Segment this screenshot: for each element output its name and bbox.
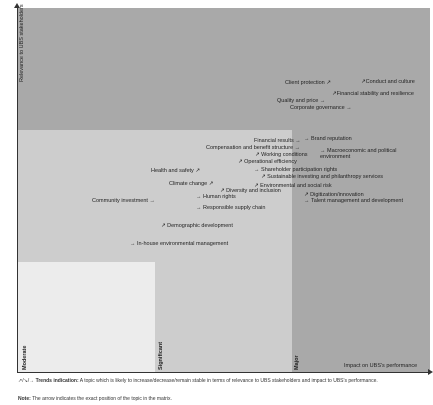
trend-arrow-icon: ↗	[238, 159, 243, 165]
trend-indication-note: ↗/↘/→ Trends indication: A topic which i…	[18, 378, 378, 384]
trend-arrow-icon: ↗	[220, 188, 225, 194]
trend-arrow-icon: ↗	[208, 181, 214, 187]
trend-arrows-icon: ↗/↘/→	[18, 378, 35, 384]
trend-arrow-icon: →	[320, 148, 326, 154]
topic-human-rights: → Human rights	[196, 194, 236, 200]
topic-operational-efficiency: ↗ Operational efficiency	[238, 159, 297, 165]
topic-community-investment: Community investment →	[92, 198, 155, 204]
topic-brand-reputation: → Brand reputation	[304, 136, 352, 142]
trend-arrow-icon: →	[304, 136, 310, 142]
trend-arrow-icon: ↗	[332, 91, 337, 97]
x-axis-title: Impact on UBS's performance	[344, 363, 418, 369]
topic-digitization: ↗ Digitization/innovation	[304, 192, 364, 198]
topic-compensation: Compensation and benefit structure →	[206, 145, 301, 151]
topic-conduct-and-culture: ↗Conduct and culture	[361, 79, 415, 85]
trend-arrow-icon: ↗	[255, 152, 260, 158]
y-axis-title: Relevance to UBS stakeholders	[19, 4, 25, 82]
major-relevance-zone	[18, 8, 430, 130]
trend-arrow-icon: →	[294, 145, 301, 151]
topic-climate-change: Climate change ↗	[169, 181, 214, 187]
trend-arrow-icon: ↗	[261, 174, 266, 180]
topic-demographic-development: ↗ Demographic development	[161, 223, 233, 229]
topic-shareholder-rights: → Shareholder participation rights	[254, 167, 338, 173]
trend-arrow-icon: →	[196, 194, 202, 200]
moderate-zone	[18, 262, 155, 372]
level-major: Major	[294, 355, 300, 370]
x-axis-arrow-icon	[428, 369, 433, 375]
trend-arrow-icon: ↗	[161, 223, 166, 229]
trend-arrow-icon: ↗	[254, 183, 259, 189]
topic-responsible-supply-chain: → Responsible supply chain	[196, 205, 266, 211]
topic-financial-stability: ↗Financial stability and resilience	[332, 91, 414, 97]
topic-talent-management: → Talent management and development	[304, 198, 403, 204]
x-axis	[17, 372, 431, 373]
topic-environmental-social-risk: ↗ Environmental and social risk	[254, 183, 332, 189]
level-significant: Significant	[158, 341, 164, 370]
topic-working-conditions: ↗ Working conditions	[255, 152, 308, 158]
arrow-position-note: Note: The arrow indicates the exact posi…	[18, 396, 172, 402]
trend-arrow-icon: ↗	[361, 79, 366, 85]
trend-arrow-icon: →	[196, 205, 202, 211]
trend-arrow-icon: ↗	[326, 80, 331, 86]
y-axis	[17, 6, 18, 373]
trend-arrow-icon: →	[295, 138, 301, 144]
trend-arrow-icon: →	[254, 167, 260, 173]
topic-diversity-inclusion: ↗ Diversity and inclusion	[220, 188, 281, 194]
trend-arrow-icon: ↗	[195, 168, 200, 174]
trend-arrow-icon: →	[304, 198, 310, 204]
major-impact-zone	[292, 130, 430, 372]
trend-arrow-icon: →	[130, 241, 136, 247]
trend-arrow-icon: ↗	[304, 192, 309, 198]
topic-financial-results: Financial results →	[254, 138, 301, 144]
y-axis-arrow-icon	[14, 3, 20, 8]
topic-in-house-environmental: → In-house environmental management	[130, 241, 229, 247]
topic-quality-and-price: Quality and price →	[277, 98, 326, 104]
trend-arrow-icon: →	[346, 105, 352, 111]
topic-sustainable-investing: ↗ Sustainable investing and philanthropy…	[261, 174, 384, 180]
topic-corporate-governance: Corporate governance →	[290, 105, 352, 111]
topic-macroeconomic: → Macroeconomic and political environmen…	[320, 148, 397, 160]
trend-arrow-icon: →	[149, 198, 155, 204]
topic-health-and-safety: Health and safety ↗	[151, 168, 200, 174]
topic-client-protection: Client protection ↗	[285, 80, 331, 86]
level-moderate: Moderate	[22, 345, 28, 370]
trend-arrow-icon: →	[319, 98, 326, 104]
